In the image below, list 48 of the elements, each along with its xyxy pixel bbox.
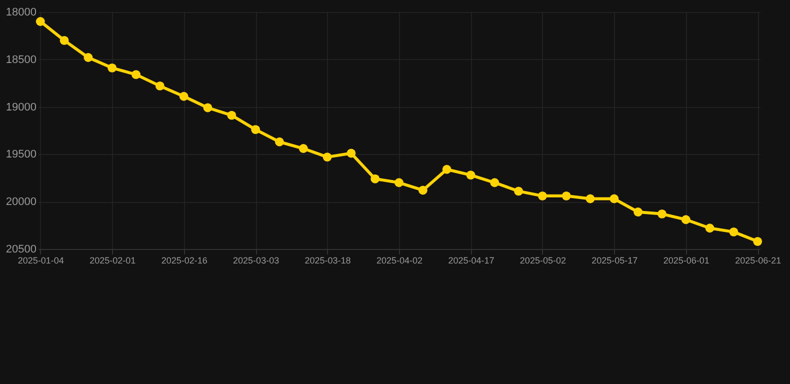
y-tick-label: 19500 (6, 148, 36, 161)
x-tick-label: 2025-03-03 (233, 256, 280, 266)
point (203, 103, 212, 112)
point (466, 170, 476, 180)
point (36, 17, 45, 26)
point (729, 227, 738, 236)
y-tick-label: 18000 (6, 6, 36, 18)
point (84, 53, 93, 62)
point (370, 174, 380, 184)
point (753, 236, 762, 246)
point (155, 81, 164, 90)
point (322, 152, 332, 162)
y-tick-label: 20500 (6, 244, 36, 256)
x-tick-label: 2025-01-04 (18, 256, 64, 266)
point (610, 194, 619, 204)
x-tick-label: 2025-02-01 (90, 256, 136, 266)
point (132, 70, 140, 80)
point (490, 178, 500, 188)
point (586, 194, 595, 204)
point (562, 191, 571, 200)
point (658, 209, 666, 218)
point (179, 92, 188, 101)
point (298, 144, 308, 153)
point (634, 208, 643, 216)
x-tick-label: 2025-05-02 (520, 256, 566, 266)
x-tick-label: 2025-05-17 (592, 256, 638, 266)
point (538, 191, 547, 200)
x-tick-label: 2025-06-01 (663, 256, 710, 266)
y-tick-label: 19000 (6, 101, 36, 114)
x-tick-label: 2025-02-16 (161, 256, 208, 266)
point (274, 137, 284, 146)
point (705, 224, 714, 233)
point (394, 178, 404, 188)
point (681, 215, 690, 224)
x-tick-label: 2025-06-21 (735, 256, 782, 266)
x-tick-label: 2025-03-18 (304, 256, 351, 266)
point (60, 36, 69, 45)
point (514, 186, 524, 196)
point (227, 110, 236, 120)
y-tick-label: 20000 (6, 196, 36, 208)
point (346, 148, 356, 158)
point (442, 164, 452, 174)
point (418, 186, 428, 195)
y-tick-label: 18500 (6, 54, 36, 66)
point (251, 125, 260, 134)
x-tick-label: 2025-04-17 (448, 256, 494, 266)
x-tick-label: 2025-04-02 (376, 256, 423, 266)
point (108, 63, 117, 72)
